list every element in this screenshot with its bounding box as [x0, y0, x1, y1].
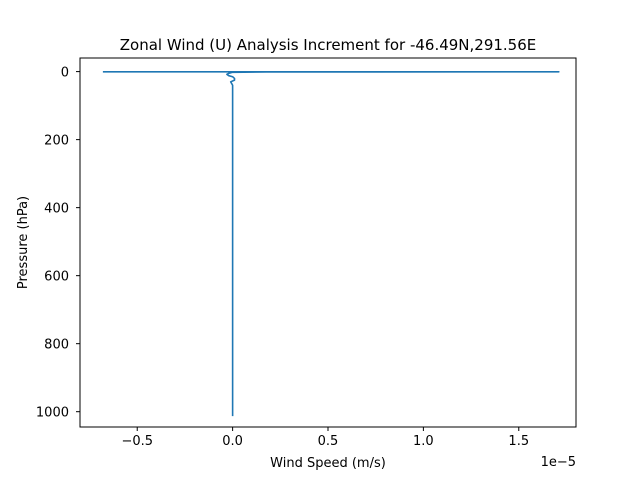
x-axis-label: Wind Speed (m/s) — [270, 456, 386, 471]
plot-frame — [79, 57, 577, 428]
x-tick-label: 1.5 — [508, 434, 529, 449]
y-axis-label: Pressure (hPa) — [16, 196, 31, 289]
y-tick-label: 400 — [44, 202, 69, 217]
y-tick-label: 600 — [44, 270, 69, 285]
series-line — [102, 70, 560, 417]
x-tick-label: 0.0 — [222, 434, 243, 449]
x-tick-label: 1.0 — [413, 434, 434, 449]
y-tick-label: 200 — [44, 134, 69, 149]
plot-area — [79, 57, 577, 428]
y-tick-label: 1000 — [36, 406, 69, 421]
y-tick-label: 0 — [61, 66, 69, 81]
x-tick-label: −0.5 — [121, 434, 153, 449]
x-axis-offset-label: 1e−5 — [541, 455, 576, 470]
x-tick-label: 0.5 — [318, 434, 339, 449]
chart-title: Zonal Wind (U) Analysis Increment for -4… — [120, 36, 537, 54]
y-axis: 0 200 400 600 800 1000 — [36, 66, 80, 421]
x-axis: −0.5 0.0 0.5 1.0 1.5 — [121, 427, 529, 449]
y-tick-label: 800 — [44, 338, 69, 353]
